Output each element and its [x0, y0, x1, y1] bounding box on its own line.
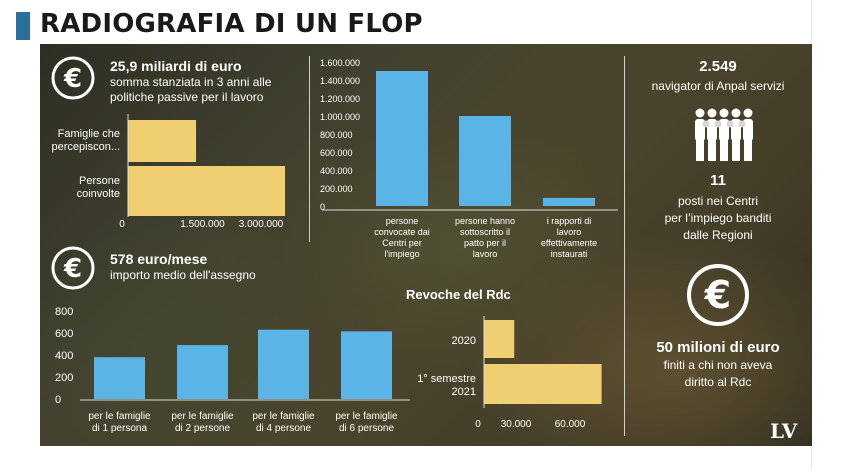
bar — [94, 357, 145, 399]
tick-label: 0 — [55, 394, 61, 406]
category-label: per le famiglie di 4 persone — [252, 411, 315, 434]
tick-label: 0 — [119, 219, 125, 230]
bar — [484, 320, 515, 358]
divider-right-column — [624, 56, 625, 436]
tick-label: 200 — [55, 372, 73, 384]
spending-desc-line2: politiche passive per il lavoro — [110, 90, 264, 104]
spending-value: 25,9 miliardi di euro — [110, 58, 242, 74]
svg-text:€: € — [704, 273, 731, 317]
allowance-value: 578 euro/mese — [110, 251, 208, 267]
spending-desc-line1: somma stanziata in 3 anni alle — [110, 75, 272, 89]
tick-label: 400 — [55, 350, 73, 362]
tick-label: 600.000 — [320, 148, 353, 158]
bar — [376, 71, 428, 206]
navigators-desc: navigator di Anpal servizi — [651, 79, 785, 93]
category-label: i rapporti di lavoro effettivamente instaur… — [541, 216, 597, 259]
tick-label: 1.000.000 — [320, 112, 360, 122]
tick-label: 600 — [55, 328, 73, 340]
category-label: per le famiglie di 1 persona — [88, 411, 151, 434]
tick-label: 0 — [320, 202, 325, 212]
tick-label: 800 — [55, 306, 73, 318]
page-title: RADIOGRAFIA DI UN FLOP — [40, 9, 423, 39]
tick-label: 1.200.000 — [320, 94, 360, 104]
chart-title: Revoche del Rdc — [406, 287, 511, 302]
people-group-icon — [695, 108, 753, 161]
category-label: Famiglie che percepiscon... — [52, 128, 120, 153]
bar — [177, 345, 228, 399]
category-label: persone hanno sottoscritto il patto per il… — [455, 216, 515, 259]
brand-logo: LV — [770, 419, 798, 443]
category-label: per le famiglie di 2 persone — [171, 411, 234, 434]
waste-desc-line2: diritto al Rdc — [684, 375, 752, 389]
tick-label: 1.400.000 — [320, 76, 360, 86]
euro-coin-icon — [51, 56, 95, 100]
bar — [543, 197, 595, 206]
tick-label: 30.000 — [501, 419, 532, 430]
bar — [459, 116, 511, 206]
tick-label: 60.000 — [555, 419, 586, 430]
divider-upper-left — [309, 56, 310, 242]
bar — [341, 331, 392, 399]
category-label: persone convocate dai Centri per l'impiego — [374, 216, 430, 259]
euro-coin-icon — [51, 246, 95, 290]
posts-value: 11 — [710, 172, 726, 189]
bar — [128, 166, 285, 216]
tick-label: 200.000 — [320, 184, 353, 194]
bar — [484, 364, 602, 404]
waste-desc-line1: finiti a chi non aveva — [663, 358, 773, 372]
tick-label: 0 — [475, 419, 481, 430]
tick-label: 1.600.000 — [320, 58, 360, 68]
tick-label: 3.000.000 — [239, 219, 284, 230]
bar — [258, 329, 309, 399]
tick-label: 1.500.000 — [180, 219, 225, 230]
navigators-value: 2.549 — [699, 58, 737, 75]
category-label: 1° semestre 2021 — [417, 373, 476, 398]
tick-label: 400.000 — [320, 166, 353, 176]
posts-desc-line2: per l’impiego banditi — [664, 211, 772, 225]
category-label: per le famiglie di 6 persone — [335, 411, 398, 434]
allowance-desc: importo medio dell'assegno — [110, 268, 256, 282]
posts-desc-line3: dalle Regioni — [683, 228, 753, 242]
category-label: 2020 — [452, 335, 476, 347]
posts-desc-line1: posti nei Centri — [677, 194, 759, 208]
category-label: Persone coinvolte — [77, 175, 120, 200]
bar — [128, 120, 197, 162]
title-accent-bar — [16, 12, 30, 40]
waste-value: 50 milioni di euro — [656, 339, 780, 356]
euro-coin-icon: € — [687, 264, 749, 326]
tick-label: 800.000 — [320, 130, 353, 140]
